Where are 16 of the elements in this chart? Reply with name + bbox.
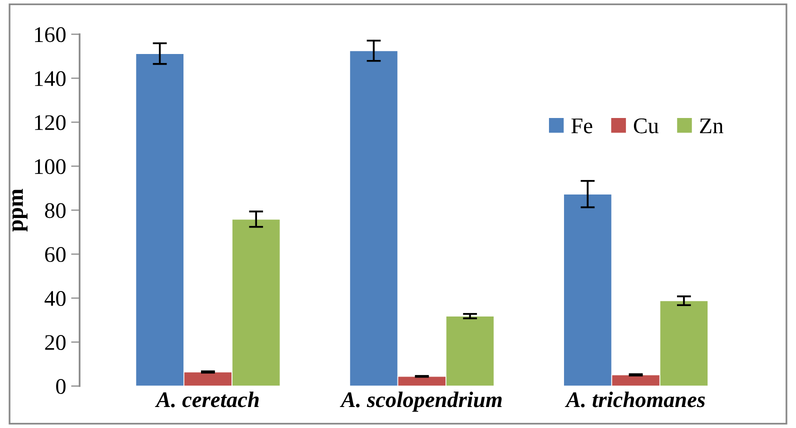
y-axis-title: ppm bbox=[12, 188, 28, 232]
x-tick-label: A. ceretach bbox=[154, 392, 259, 408]
y-tick-label: 40 bbox=[44, 291, 66, 306]
x-tick-label: A. scolopendrium bbox=[340, 392, 502, 412]
legend-label: Fe bbox=[571, 118, 592, 134]
legend-label: Cu bbox=[634, 118, 659, 134]
y-tick-label: 0 bbox=[56, 378, 66, 394]
x-tick-label: A. trichomanes bbox=[564, 392, 705, 408]
y-tick-label: 60 bbox=[45, 247, 66, 262]
y-tick-label: 140 bbox=[35, 71, 66, 86]
y-tick-label: 120 bbox=[35, 115, 66, 130]
y-tick-label: 160 bbox=[35, 27, 66, 42]
y-tick-label: 20 bbox=[45, 335, 66, 350]
y-tick-label: 80 bbox=[45, 203, 66, 218]
legend-label: Zn bbox=[700, 118, 724, 134]
y-tick-label: 100 bbox=[35, 159, 66, 174]
